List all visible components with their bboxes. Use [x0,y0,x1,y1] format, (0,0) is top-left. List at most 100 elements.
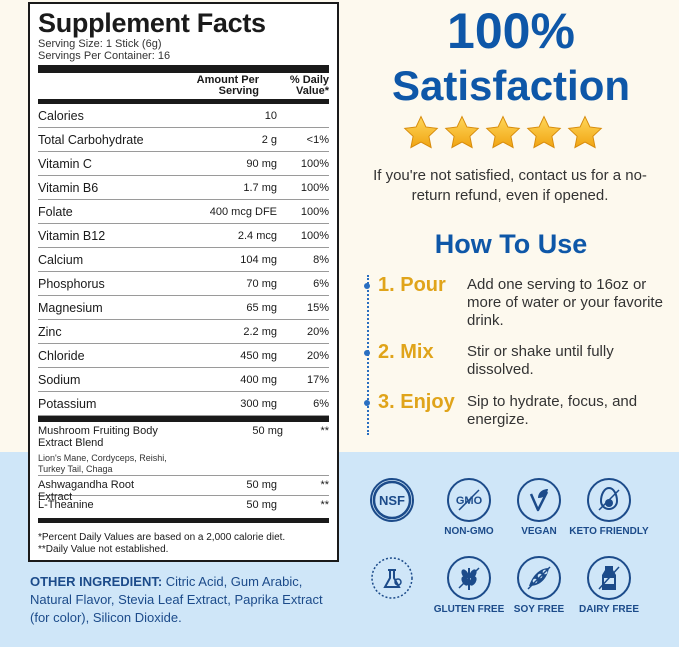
step-label: 2. Mix [378,341,434,363]
badge-label: DAIRY FREE [578,604,639,615]
step-label: 1. Pour [378,274,446,296]
step-dot [364,283,370,289]
nutrient-row: Chloride 450 mg 20% [38,344,329,368]
badge-avocado: KETO FRIENDLY [569,478,649,538]
svg-text:GMO: GMO [456,495,483,507]
nutrient-name: Calcium [38,252,84,267]
nutrient-name: Total Carbohydrate [38,132,144,147]
nutrient-dv: 20% [306,349,329,362]
other-ingredients-text: Citric Acid, Gum Arabic, Natural Flavor,… [30,574,323,625]
badge-label: GLUTEN FREE [433,604,505,615]
wheat-icon [447,556,491,600]
nutrient-name: Sodium [38,372,81,387]
nsf-icon: NSF [370,478,414,522]
svg-text:NSF: NSF [379,493,405,508]
badge-vegan-leaf: VEGAN [499,478,579,538]
amount-header: Amount Per Serving [196,74,259,97]
nutrient-row: Calories 10 [38,104,329,128]
nutrient-dv: 20% [306,325,329,338]
nutrient-dv: 15% [306,301,329,314]
nutrient-name: Chloride [38,348,85,363]
step-dot [364,350,370,356]
nutrient-dv: 100% [300,157,329,170]
nutrient-amount: 2 g [261,133,277,146]
theanine-amount: 50 mg [246,499,277,511]
badge-label: SOY FREE [513,604,565,615]
step-text: Sip to hydrate, focus, and energize. [467,393,638,428]
star-rating [402,114,608,158]
theanine-dv: ** [320,499,329,511]
badge-soy: SOY FREE [499,556,579,616]
nutrient-amount: 450 mg [240,349,277,362]
star-icon [485,115,521,149]
step-dot [364,400,370,406]
blend-dv: ** [320,425,329,437]
nutrient-name: Folate [38,204,73,219]
divider-thick [38,518,329,523]
nutrient-name: Zinc [38,324,62,339]
supplement-facts-panel: Supplement Facts Serving Size: 1 Stick (… [28,2,339,562]
nutrient-amount: 400 mg [240,373,277,386]
nutrient-name: Vitamin C [38,156,92,171]
badge-label: VEGAN [521,526,557,537]
nutrient-rows: Calories 10 Total Carbohydrate 2 g <1% Vitami… [38,104,329,416]
badge-nsf: NSF [352,478,432,522]
star-icon [526,115,562,149]
daily-value-header: % Daily Value* [289,74,329,97]
nutrient-amount: 2.4 mcg [237,229,277,242]
serving-size: Serving Size: 1 Stick (6g) [38,38,162,50]
badge-label: NON-GMO [444,526,494,537]
third-party-tested-icon [370,556,414,600]
nutrient-row: Phosphorus 70 mg 6% [38,272,329,296]
nutrient-dv: 100% [300,205,329,218]
badge-milk-bottle: DAIRY FREE [569,556,649,616]
footnote-not-established: **Daily Value not established. [38,544,169,555]
servings-per-container: Servings Per Container: 16 [38,50,171,62]
mushroom-blend-row: Mushroom Fruiting Body Extract Blend Lio… [38,422,329,476]
nutrient-amount: 1.7 mg [243,181,277,194]
nutrient-row: Vitamin B6 1.7 mg 100% [38,176,329,200]
step-text: Stir or shake until fully dissolved. [467,343,614,378]
facts-title: Supplement Facts [38,8,266,38]
milk-bottle-icon [587,556,631,600]
badge-wheat: GLUTEN FREE [429,556,509,616]
blend-name: Mushroom Fruiting Body Extract Blend [38,425,158,449]
nutrient-amount: 65 mg [246,301,277,314]
badge-non-gmo: GMO NON-GMO [429,478,509,538]
step-label: 3. Enjoy [378,391,455,413]
nutrient-amount: 104 mg [240,253,277,266]
nutrient-amount: 400 mcg DFE [209,205,277,218]
soy-icon [517,556,561,600]
badge-label: KETO FRIENDLY [569,526,649,537]
nutrient-dv: 6% [313,397,329,410]
nutrient-amount: 70 mg [246,277,277,290]
nutrient-dv: 8% [313,253,329,266]
nutrient-name: Vitamin B12 [38,228,106,243]
nutrient-dv: <1% [306,133,329,146]
blend-amount: 50 mg [252,425,283,437]
nutrient-dv: 100% [300,181,329,194]
nutrient-dv: 6% [313,277,329,290]
vegan-leaf-icon [517,478,561,522]
badge-third-party-tested [352,556,432,600]
satisfaction-text: If you're not satisfied, contact us for … [373,167,647,204]
ashwagandha-row: Ashwagandha Root Extract 50 mg ** [38,476,329,503]
blend-ingredients: Lion's Mane, Cordyceps, Reishi, Turkey T… [38,453,167,474]
theanine-row: L-Theanine 50 mg ** [38,496,329,516]
nutrient-amount: 10 [264,109,277,122]
step-text: Add one serving to 16oz or more of water… [467,276,663,329]
nutrient-amount: 2.2 mg [243,325,277,338]
nutrient-row: Calcium 104 mg 8% [38,248,329,272]
how-to-use-title: How To Use [434,229,588,259]
non-gmo-icon: GMO [447,478,491,522]
nutrient-name: Phosphorus [38,276,105,291]
nutrient-name: Vitamin B6 [38,180,99,195]
ashwagandha-name: Ashwagandha Root Extract [38,479,135,503]
star-icon [444,115,480,149]
satisfaction-heading: Satisfaction [391,62,631,109]
nutrient-row: Vitamin C 90 mg 100% [38,152,329,176]
other-ingredients: OTHER INGREDIENT: Citric Acid, Gum Arabi… [30,573,340,627]
nutrient-dv: 100% [300,229,329,242]
satisfaction-percent: 100% [447,3,575,59]
nutrient-row: Folate 400 mcg DFE 100% [38,200,329,224]
